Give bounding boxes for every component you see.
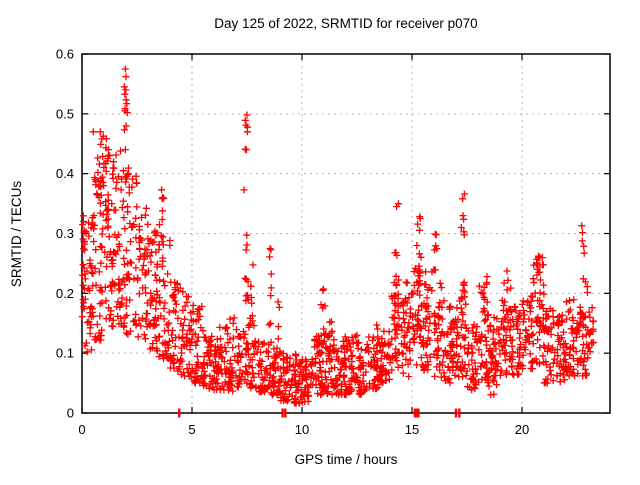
data-points [78, 65, 597, 407]
y-tick-label: 0.2 [56, 286, 74, 301]
x-tick-label: 0 [78, 422, 85, 437]
axis-tick-labels: 0 5 10 15 20 0 0.1 0.2 0.3 0.4 0.5 0.6 [56, 47, 529, 438]
plot-area-border [81, 53, 611, 414]
chart-title: Day 125 of 2022, SRMTID for receiver p07… [214, 16, 477, 31]
x-axis-label: GPS time / hours [295, 452, 398, 467]
y-tick-label: 0.4 [56, 166, 74, 181]
y-tick-label: 0.1 [56, 346, 74, 361]
scatter-plus-markers [78, 65, 597, 407]
x-tick-label: 20 [515, 422, 529, 437]
x-tick-label: 5 [188, 422, 195, 437]
y-tick-label: 0.5 [56, 106, 74, 121]
y-tick-label: 0 [67, 406, 74, 421]
x-tick-label: 10 [295, 422, 309, 437]
x-tick-label: 15 [405, 422, 419, 437]
y-tick-label: 0.3 [56, 226, 74, 241]
y-axis-label: SRMTID / TECUs [9, 181, 24, 288]
y-tick-label: 0.6 [56, 47, 74, 62]
axis-red-mark [178, 408, 461, 418]
x-axis-red-marks [178, 408, 461, 418]
